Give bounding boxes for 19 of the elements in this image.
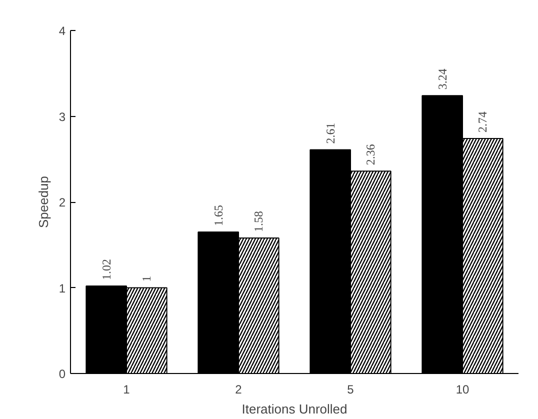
data-label: 1.65: [211, 205, 226, 226]
y-tick-label: 2: [58, 196, 66, 210]
data-label: 1: [140, 276, 154, 282]
data-label: 3.24: [435, 68, 450, 90]
x-axis-title: Iterations Unrolled: [242, 402, 348, 416]
y-tick-label: 4: [58, 24, 66, 38]
x-tick-label: 1: [123, 382, 130, 396]
data-label: 2.61: [323, 122, 338, 144]
y-axis-title: Speedup: [36, 176, 51, 228]
y-tick-label: 3: [58, 110, 66, 124]
y-tick-label: 0: [58, 367, 66, 381]
y-tick-label: 1: [58, 281, 66, 296]
x-tick-label: 5: [347, 382, 354, 396]
x-tick-label: 10: [456, 382, 470, 396]
data-label: 2.74: [476, 112, 490, 133]
data-label: 2.36: [364, 144, 378, 166]
data-label: 1.58: [252, 211, 266, 232]
data-label: 1.02: [99, 259, 114, 280]
x-tick-label: 2: [235, 382, 242, 396]
